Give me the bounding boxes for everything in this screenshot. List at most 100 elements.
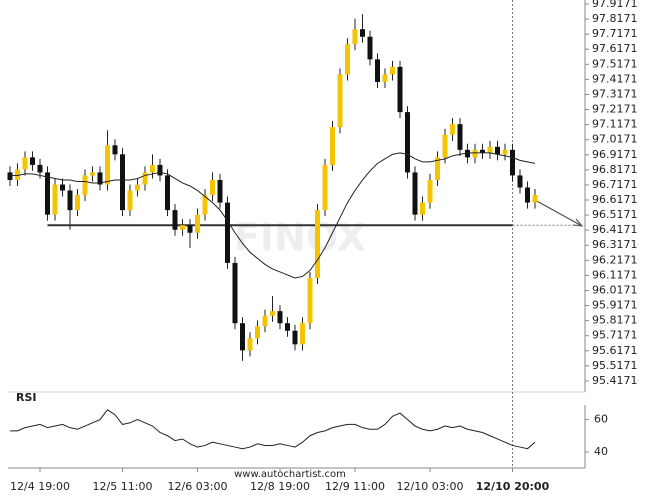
candle-body bbox=[112, 145, 118, 155]
candle-body bbox=[270, 311, 275, 316]
candle-body bbox=[352, 29, 358, 45]
candle-body bbox=[90, 172, 95, 176]
candle-body bbox=[135, 184, 140, 191]
candle-body bbox=[450, 124, 455, 135]
candle-body bbox=[232, 262, 238, 324]
forecast-arrow bbox=[534, 199, 583, 227]
candle-body bbox=[202, 195, 208, 215]
candle-body bbox=[292, 330, 298, 345]
watermark: FINOX bbox=[234, 216, 366, 260]
candle-body bbox=[405, 112, 410, 173]
candle-body bbox=[285, 323, 290, 331]
candle-body bbox=[307, 277, 313, 324]
candle-body bbox=[510, 149, 515, 176]
candle-body bbox=[82, 175, 88, 196]
candle-body bbox=[427, 179, 433, 203]
y-tick-label: 95.4171 bbox=[592, 374, 638, 387]
candle-body bbox=[247, 338, 253, 351]
forecast-arrowhead bbox=[572, 218, 584, 227]
candle-body bbox=[262, 315, 268, 327]
y-tick-label: 96.3171 bbox=[592, 238, 638, 251]
y-tick-label: 96.4171 bbox=[592, 223, 638, 236]
candle-body bbox=[45, 172, 50, 215]
candle-body bbox=[390, 66, 395, 75]
y-tick-label: 96.1171 bbox=[592, 268, 638, 281]
candle-body bbox=[360, 29, 365, 37]
moving-average bbox=[10, 152, 536, 279]
candle-body bbox=[337, 74, 343, 128]
candle-body bbox=[75, 195, 80, 211]
x-tick-label: 12/9 11:00 bbox=[325, 480, 385, 493]
x-tick-label: 12/6 03:00 bbox=[168, 480, 228, 493]
candle-body bbox=[300, 323, 305, 345]
candle-body bbox=[277, 311, 283, 324]
candle-body bbox=[7, 172, 13, 180]
candle-body bbox=[345, 44, 350, 75]
rsi-tick-label: 40 bbox=[594, 445, 608, 458]
candle-body bbox=[165, 175, 170, 211]
candle-body bbox=[375, 59, 380, 82]
candle-body bbox=[187, 225, 193, 233]
candle-body bbox=[465, 149, 470, 158]
x-tick-label: 12/5 11:00 bbox=[93, 480, 153, 493]
candle-body bbox=[97, 172, 103, 185]
candle-body bbox=[22, 157, 28, 170]
y-tick-label: 97.1171 bbox=[592, 118, 638, 131]
y-tick-label: 96.8171 bbox=[592, 163, 638, 176]
candle-body bbox=[480, 149, 485, 153]
candle-body bbox=[52, 184, 58, 215]
x-tick-label: 12/8 19:00 bbox=[250, 480, 310, 493]
candle-body bbox=[225, 202, 230, 263]
y-tick-label: 96.2171 bbox=[592, 253, 638, 266]
candle-body bbox=[60, 184, 65, 191]
candle-body bbox=[330, 127, 335, 165]
candle-body bbox=[67, 190, 73, 211]
candle-body bbox=[217, 179, 223, 203]
rsi-label: RSI bbox=[16, 391, 37, 404]
y-tick-label: 96.0171 bbox=[592, 283, 638, 296]
y-tick-label: 97.9171 bbox=[592, 0, 638, 10]
candle-body bbox=[525, 187, 530, 203]
candle-body bbox=[255, 326, 260, 339]
rsi-line bbox=[10, 409, 536, 450]
y-tick-label: 96.7171 bbox=[592, 178, 638, 191]
candle-body bbox=[435, 157, 440, 180]
y-tick-label: 96.6171 bbox=[592, 193, 638, 206]
candle-body bbox=[240, 323, 245, 351]
candle-body bbox=[127, 190, 133, 211]
candle-body bbox=[517, 175, 523, 188]
candle-body bbox=[37, 164, 43, 173]
footer: www.autochartist.com bbox=[234, 469, 346, 480]
x-tick-label: 12/4 19:00 bbox=[10, 480, 70, 493]
candle-body bbox=[15, 169, 20, 180]
y-tick-label: 95.9171 bbox=[592, 299, 638, 312]
y-tick-label: 96.5171 bbox=[592, 208, 638, 221]
y-tick-label: 95.8171 bbox=[592, 314, 638, 327]
candle-body bbox=[487, 146, 493, 153]
y-tick-label: 97.4171 bbox=[592, 72, 638, 85]
candle-body bbox=[157, 164, 163, 176]
candle-body bbox=[457, 124, 463, 150]
candle-body bbox=[150, 164, 155, 173]
candle-body bbox=[142, 172, 148, 185]
x-tick-label: 12/10 03:00 bbox=[397, 480, 464, 493]
candle-body bbox=[172, 210, 178, 230]
y-tick-label: 96.9171 bbox=[592, 148, 638, 161]
rsi-tick-label: 60 bbox=[594, 413, 608, 426]
y-tick-label: 97.2171 bbox=[592, 103, 638, 116]
y-tick-label: 97.6171 bbox=[592, 42, 638, 55]
candle-body bbox=[105, 145, 110, 185]
candle-body bbox=[532, 195, 538, 203]
y-tick-label: 97.8171 bbox=[592, 12, 638, 25]
candle-body bbox=[322, 164, 328, 211]
y-tick-label: 97.0171 bbox=[592, 133, 638, 146]
y-tick-label: 95.6171 bbox=[592, 344, 638, 357]
candle-body bbox=[210, 179, 215, 196]
candle-body bbox=[30, 157, 35, 165]
candle-body bbox=[367, 36, 373, 60]
y-tick-label: 97.3171 bbox=[592, 87, 638, 100]
candle-body bbox=[502, 149, 508, 155]
candle-body bbox=[420, 202, 425, 215]
x-tick-label: 12/10 20:00 bbox=[476, 480, 550, 493]
